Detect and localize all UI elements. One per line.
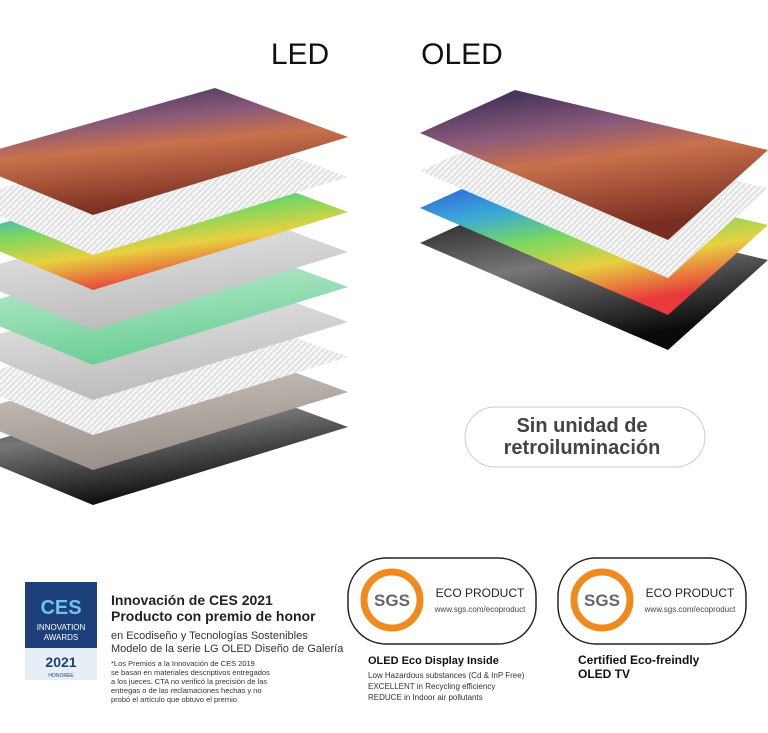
footnote-line: *Los Premios a la Innovación de CES 2019 (111, 659, 255, 668)
sgs-logo: SGS (584, 591, 620, 610)
sgs-badge: SGS ECO PRODUCT www.sgs.com/ecoproduct (557, 557, 747, 645)
sgs-item: Low Hazardous substances (Cd & InP Free) (368, 671, 525, 680)
sgs-item: REDUCE in Indoor air pollutants (368, 693, 483, 702)
sgs-url: www.sgs.com/ecoproduct (644, 605, 736, 614)
oled-stack (420, 90, 768, 350)
sgs-ring (570, 568, 634, 632)
badge-frame (347, 557, 537, 645)
sgs-label: ECO PRODUCT (646, 586, 735, 600)
badge-text: AWARDS (44, 633, 79, 642)
badge-text: INNOVATION (37, 623, 86, 632)
ces-subtitle: en Ecodiseño y Tecnologías Sostenibles (111, 630, 308, 642)
led-stack (0, 88, 348, 505)
sgs-badge: SGS ECO PRODUCT www.sgs.com/ecoproduct (347, 557, 537, 645)
footnote-line: a los jueces. CTA no verificó la precisi… (111, 677, 267, 686)
ces-footnote: *Los Premios a la Innovación de CES 2019… (111, 659, 270, 704)
callout-text: retroiluminación (504, 437, 661, 459)
callout-box (464, 406, 706, 468)
ces-title: Producto con premio de honor (111, 608, 316, 624)
ces-title: Innovación de CES 2021 (111, 592, 273, 608)
badge-foot (25, 648, 97, 680)
sgs-item: EXCELLENT in Recycling efficiency (368, 682, 495, 691)
callout-text: Sin unidad de (516, 415, 647, 437)
footnote-line: se basan en materiales descriptivos entr… (111, 668, 270, 677)
heading: LED (271, 38, 329, 71)
badge-text: 2021 (45, 654, 76, 670)
badge-frame (557, 557, 747, 645)
ces-subtitle: Modelo de la serie LG OLED Diseño de Gal… (111, 643, 344, 655)
footnote-line: probó el artículo que obtuvo el premio. (111, 695, 239, 704)
sgs-url: www.sgs.com/ecoproduct (434, 605, 526, 614)
badge-text: CES (40, 597, 81, 619)
sgs-title: Certified Eco-freindly (578, 653, 700, 667)
footnote-line: entregas o de las reclamaciones hechas y… (111, 686, 262, 695)
sgs-title: OLED TV (578, 667, 630, 681)
sgs-ring (360, 568, 424, 632)
sgs-logo: SGS (374, 591, 410, 610)
heading: OLED (421, 38, 503, 71)
sgs-title: OLED Eco Display Inside (368, 655, 499, 667)
ces-badge: CES INNOVATION AWARDS 2021 HONOREE (25, 582, 97, 680)
badge-text: HONOREE (48, 673, 74, 679)
sgs-label: ECO PRODUCT (436, 586, 525, 600)
